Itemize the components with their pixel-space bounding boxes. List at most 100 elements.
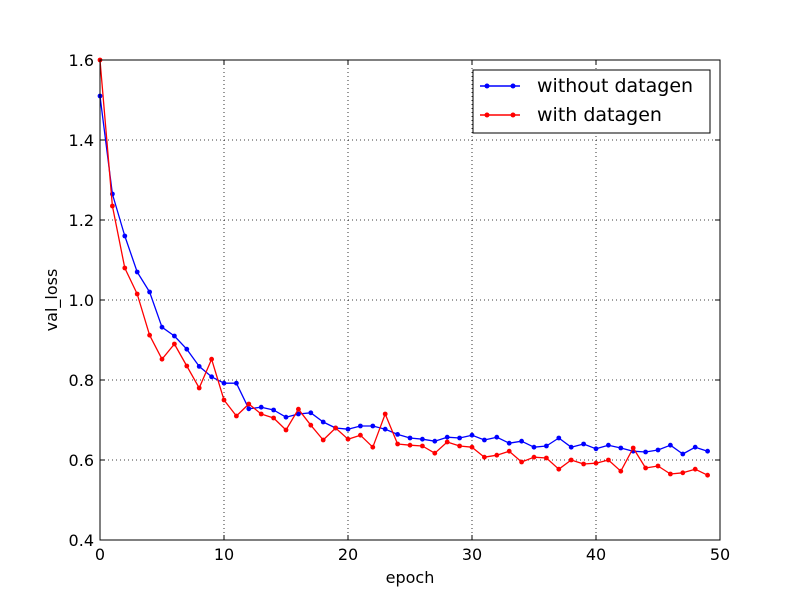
data-point-without-datagen — [395, 432, 400, 437]
data-point-without-datagen — [444, 434, 450, 440]
data-point-with-datagen — [134, 291, 140, 297]
data-point-without-datagen — [184, 346, 190, 352]
data-point-without-datagen — [134, 269, 140, 275]
data-point-with-datagen — [544, 455, 549, 461]
data-point-with-datagen — [630, 445, 636, 451]
data-point-with-datagen — [668, 471, 673, 477]
data-point-with-datagen — [457, 443, 462, 449]
data-point-with-datagen — [234, 413, 239, 419]
data-point-without-datagen — [519, 438, 524, 444]
data-point-without-datagen — [531, 444, 537, 450]
legend-box — [472, 69, 711, 134]
data-point-with-datagen — [618, 468, 624, 474]
data-point-with-datagen — [469, 444, 475, 450]
data-point-without-datagen — [283, 414, 289, 420]
data-point-without-datagen — [308, 410, 314, 416]
axis-ticks: 0 10 20 30 40 50 0.4 0.6 0.8 1.0 1.2 1.4 1.6 — [69, 51, 731, 564]
data-point-without-datagen — [581, 441, 586, 447]
data-point-without-datagen — [420, 436, 425, 442]
data-point-without-datagen — [556, 435, 562, 441]
data-point-without-datagen — [407, 435, 413, 441]
data-point-without-datagen — [196, 364, 202, 369]
data-point-with-datagen — [692, 466, 698, 472]
data-point-without-datagen — [655, 447, 661, 453]
x-tick-label: 40 — [586, 545, 606, 564]
data-point-with-datagen — [159, 356, 165, 362]
data-point-with-datagen — [147, 332, 153, 338]
data-point-without-datagen — [680, 451, 686, 457]
x-tick-label: 50 — [710, 545, 730, 564]
data-point-with-datagen — [395, 441, 400, 447]
data-point-without-datagen — [705, 448, 710, 454]
data-point-with-datagen — [420, 443, 425, 449]
data-point-with-datagen — [333, 425, 338, 431]
data-point-without-datagen — [643, 449, 648, 455]
data-point-without-datagen — [271, 407, 276, 413]
data-point-with-datagen — [283, 427, 289, 433]
data-point-with-datagen — [370, 444, 376, 450]
data-point-with-datagen — [258, 411, 264, 417]
data-point-with-datagen — [110, 203, 115, 209]
y-tick-label: 0.6 — [69, 451, 94, 470]
data-point-with-datagen — [643, 465, 648, 471]
y-tick-label: 1.0 — [69, 291, 94, 310]
data-point-with-datagen — [320, 437, 326, 443]
legend-marker-with-datagen — [484, 112, 490, 118]
data-point-with-datagen — [358, 432, 363, 438]
data-point-without-datagen — [246, 406, 252, 412]
data-point-with-datagen — [506, 448, 512, 454]
data-point-without-datagen — [370, 423, 376, 429]
data-point-with-datagen — [172, 341, 177, 347]
data-point-without-datagen — [209, 374, 215, 380]
data-series — [97, 57, 710, 478]
data-point-without-datagen — [320, 419, 326, 425]
data-point-with-datagen — [568, 457, 574, 463]
legend-marker-without-datagen — [510, 83, 516, 89]
data-point-without-datagen — [358, 423, 363, 429]
data-point-without-datagen — [692, 444, 698, 450]
x-tick-label: 10 — [214, 545, 234, 564]
data-point-with-datagen — [519, 459, 524, 465]
data-point-with-datagen — [296, 406, 301, 412]
data-point-with-datagen — [482, 454, 487, 460]
x-axis-label: epoch — [386, 568, 435, 587]
data-point-with-datagen — [444, 439, 450, 445]
legend-label-with-datagen: with datagen — [537, 104, 662, 126]
data-point-with-datagen — [531, 454, 537, 460]
data-point-without-datagen — [382, 426, 388, 432]
data-point-without-datagen — [457, 435, 462, 441]
data-point-with-datagen — [308, 422, 314, 428]
data-point-without-datagen — [618, 445, 624, 451]
data-point-with-datagen — [221, 397, 227, 403]
legend-marker-with-datagen — [510, 112, 516, 118]
x-tick-label: 20 — [338, 545, 358, 564]
y-tick-label: 0.4 — [69, 531, 94, 550]
data-point-with-datagen — [196, 385, 202, 391]
data-point-with-datagen — [705, 472, 710, 478]
data-point-without-datagen — [544, 443, 549, 449]
data-point-with-datagen — [271, 415, 276, 421]
grid-lines — [100, 60, 720, 540]
data-point-with-datagen — [680, 470, 686, 476]
data-point-with-datagen — [122, 265, 128, 271]
data-point-with-datagen — [655, 463, 661, 469]
data-point-without-datagen — [432, 438, 438, 444]
legend: without datagen with datagen — [472, 69, 711, 134]
data-point-with-datagen — [246, 401, 252, 407]
data-point-without-datagen — [606, 442, 611, 448]
data-point-with-datagen — [581, 461, 586, 467]
data-point-without-datagen — [122, 233, 128, 239]
legend-marker-without-datagen — [484, 83, 490, 89]
data-point-without-datagen — [258, 404, 264, 410]
data-point-without-datagen — [482, 437, 487, 443]
data-point-without-datagen — [593, 446, 599, 452]
data-point-without-datagen — [221, 380, 227, 386]
y-tick-label: 1.4 — [69, 131, 94, 150]
data-point-with-datagen — [606, 457, 611, 463]
data-point-without-datagen — [469, 432, 475, 438]
series-with-datagen — [97, 57, 710, 478]
data-point-with-datagen — [407, 442, 413, 448]
data-point-without-datagen — [494, 434, 500, 440]
data-point-without-datagen — [159, 324, 165, 330]
y-tick-label: 1.2 — [69, 211, 94, 230]
